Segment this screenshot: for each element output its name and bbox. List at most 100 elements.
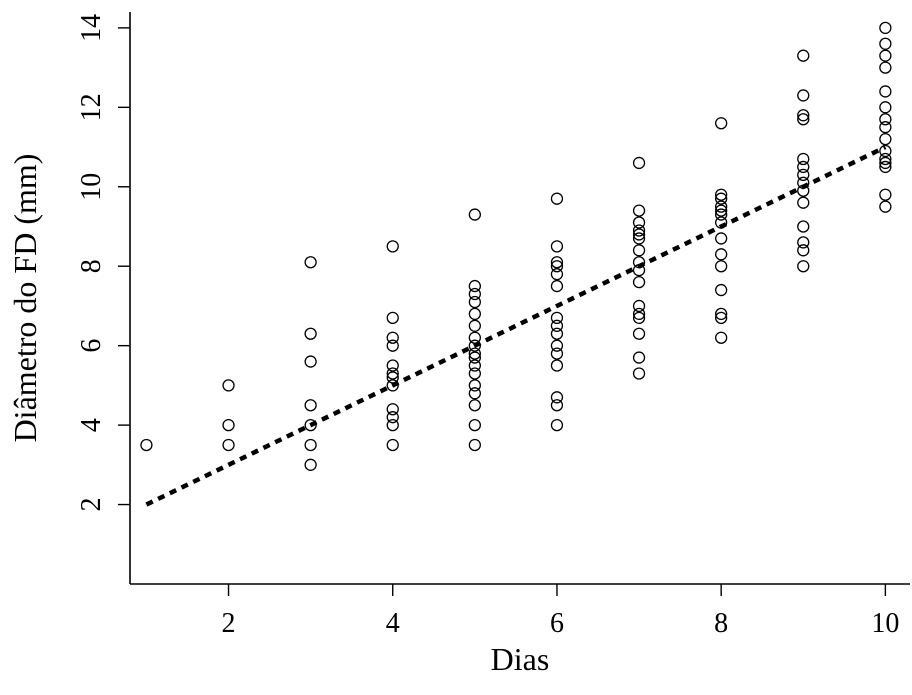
data-point: [715, 188, 728, 201]
data-point: [797, 109, 810, 122]
data-point: [386, 379, 399, 392]
y-tick-label: 2: [76, 498, 107, 512]
data-point: [550, 268, 564, 281]
data-point: [550, 327, 564, 340]
data-point: [468, 351, 481, 364]
data-point: [550, 311, 564, 325]
data-point: [632, 311, 646, 325]
data-point: [632, 232, 646, 245]
data-point: [797, 196, 810, 209]
data-point: [715, 311, 728, 325]
data-point: [715, 283, 728, 297]
y-tick-label: 8: [76, 259, 107, 273]
data-point: [550, 279, 564, 293]
data-point: [550, 359, 564, 372]
data-point: [715, 260, 728, 273]
data-point: [304, 399, 317, 412]
y-tick-label: 6: [76, 339, 107, 353]
x-tick-label: 10: [871, 608, 899, 639]
data-point: [468, 418, 481, 432]
data-point: [879, 113, 892, 126]
data-point: [632, 299, 646, 313]
data-point: [797, 220, 810, 233]
data-point: [468, 438, 481, 452]
data-point: [632, 307, 646, 321]
x-tick-label: 6: [550, 608, 564, 639]
data-point: [140, 438, 153, 452]
data-point: [550, 418, 564, 432]
data-point: [879, 85, 892, 98]
data-point: [715, 248, 728, 261]
data-point: [632, 216, 646, 229]
data-point: [222, 438, 235, 452]
data-point: [632, 244, 646, 257]
data-point: [386, 403, 399, 416]
x-tick-label: 8: [714, 608, 728, 639]
data-point: [468, 319, 481, 332]
data-point: [386, 240, 399, 253]
data-point: [797, 49, 810, 62]
data-point: [468, 379, 481, 392]
data-point: [797, 89, 810, 102]
data-point: [468, 287, 481, 301]
data-point: [468, 307, 481, 321]
y-tick-label: 10: [76, 173, 107, 201]
data-point: [386, 331, 399, 344]
data-point: [879, 156, 892, 170]
data-point: [550, 347, 564, 360]
y-tick-label: 14: [76, 14, 107, 42]
data-point: [879, 200, 892, 213]
trend-line: [145, 145, 887, 507]
data-point: [715, 208, 728, 221]
data-point: [304, 327, 317, 340]
data-point: [879, 21, 892, 35]
data-point: [632, 224, 646, 237]
data-point: [468, 279, 481, 293]
data-point: [468, 387, 481, 400]
data-point: [797, 236, 810, 249]
data-point: [386, 311, 399, 325]
x-tick-label: 2: [222, 608, 236, 639]
data-point: [304, 355, 317, 368]
data-point: [715, 232, 728, 245]
data-point: [879, 61, 892, 74]
data-point: [386, 418, 399, 432]
data-point: [632, 367, 646, 380]
data-point: [386, 438, 399, 452]
data-point: [550, 192, 564, 205]
data-point: [715, 192, 728, 205]
axes: 2 4 6 8 10 2 4 6 8 10 12 14: [76, 12, 910, 639]
data-point: [879, 160, 892, 174]
data-point: [304, 418, 317, 432]
data-point: [797, 168, 810, 182]
data-point: [468, 399, 481, 412]
data-point: [715, 117, 728, 130]
x-tick-label: 4: [386, 608, 400, 639]
data-point: [715, 331, 728, 344]
data-point: [879, 101, 892, 114]
trend-line-group: [145, 145, 887, 507]
data-point: [386, 359, 399, 372]
data-point: [879, 144, 892, 158]
data-point: [304, 256, 317, 269]
data-point: [550, 399, 564, 412]
data-point: [715, 204, 728, 217]
data-point: [632, 228, 646, 241]
data-point: [632, 327, 646, 340]
data-point: [386, 367, 399, 380]
data-point: [797, 260, 810, 273]
data-point: [222, 418, 235, 432]
data-point: [797, 113, 810, 126]
data-point: [550, 319, 564, 332]
data-point: [468, 359, 481, 372]
y-tick-label: 12: [76, 93, 107, 121]
data-point: [632, 204, 646, 217]
data-point: [468, 339, 481, 352]
data-point: [632, 351, 646, 364]
data-point: [879, 152, 892, 166]
data-point: [550, 391, 564, 404]
data-point: [550, 260, 564, 273]
data-point: [797, 244, 810, 257]
data-point: [797, 152, 810, 166]
